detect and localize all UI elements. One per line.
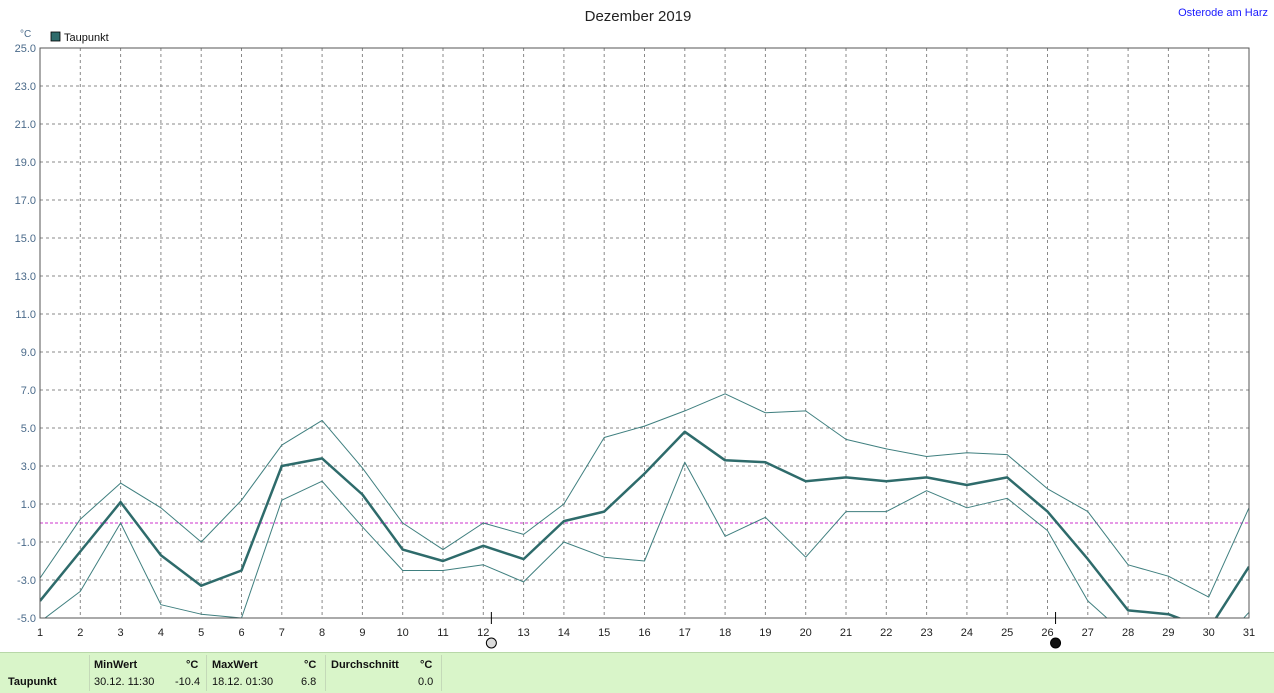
series-line-min [44, 461, 1249, 618]
y-tick-label: 19.0 [15, 157, 36, 169]
legend-label: Taupunkt [64, 32, 109, 44]
y-tick-label: 11.0 [15, 309, 36, 321]
x-tick-label: 16 [638, 627, 650, 639]
x-tick-label: 28 [1122, 627, 1134, 639]
y-tick-label: -1.0 [17, 537, 36, 549]
x-tick-label: 8 [319, 627, 325, 639]
avg-unit: °C [420, 659, 433, 671]
y-tick-labels: 25.0 23.0 21.0 19.0 17.0 15.0 13.0 11.0 9.0 7.0 5.… [15, 43, 36, 625]
y-tick-label: 15.0 [15, 233, 36, 245]
plot-frame [39, 47, 1250, 619]
x-tick-label: 14 [558, 627, 570, 639]
x-tick-label: 12 [477, 627, 489, 639]
x-tick-label: 15 [598, 627, 610, 639]
x-tick-label: 19 [759, 627, 771, 639]
moon-phase-markers [485, 612, 1062, 649]
x-tick-label: 3 [118, 627, 124, 639]
x-tick-label: 23 [920, 627, 932, 639]
x-tick-label: 31 [1243, 627, 1255, 639]
legend-swatch [50, 31, 61, 42]
x-tick-label: 29 [1162, 627, 1174, 639]
x-tick-label: 17 [679, 627, 691, 639]
min-header: MinWert [94, 659, 138, 671]
y-tick-label: 7.0 [21, 385, 36, 397]
statistics-bar: Taupunkt MinWert °C 30.12. 11:30 -10.4 M… [0, 652, 1274, 693]
min-unit: °C [186, 659, 199, 671]
max-datetime: 18.12. 01:30 [212, 676, 274, 688]
y-tick-label: 25.0 [15, 43, 36, 55]
new-moon-icon [1050, 637, 1062, 649]
y-tick-label: 21.0 [15, 119, 36, 131]
series-line-mean [40, 430, 1249, 618]
x-tick-label: 27 [1082, 627, 1094, 639]
y-tick-label: 13.0 [15, 271, 36, 283]
max-header: MaxWert [212, 659, 258, 671]
min-datetime: 30.12. 11:30 [94, 676, 155, 688]
x-tick-label: 21 [840, 627, 852, 639]
series-lines [40, 393, 1249, 618]
x-tick-label: 5 [198, 627, 204, 639]
x-tick-label: 11 [437, 627, 448, 639]
min-value: -10.4 [175, 676, 201, 688]
x-tick-label: 25 [1001, 627, 1013, 639]
avg-header: Durchschnitt [331, 659, 399, 671]
y-tick-label: 3.0 [21, 461, 36, 473]
y-tick-label: -3.0 [17, 575, 36, 587]
stats-row-label: Taupunkt [8, 676, 57, 688]
x-tick-label: 6 [238, 627, 244, 639]
x-tick-label: 1 [37, 627, 43, 639]
x-tick-label: 18 [719, 627, 731, 639]
full-moon-icon [485, 637, 497, 649]
y-tick-label: 5.0 [21, 423, 36, 435]
x-tick-label: 20 [800, 627, 812, 639]
max-unit: °C [304, 659, 317, 671]
x-tick-labels: 1 2 3 4 5 6 7 8 9 10 11 12 13 14 15 16 17 18 19 20 21 22 23 24 2… [37, 627, 1255, 639]
x-tick-label: 24 [961, 627, 973, 639]
x-tick-label: 30 [1203, 627, 1215, 639]
dewpoint-chart: Dezember 2019 Osterode am Harz °C Taupun… [15, 7, 1268, 649]
chart-title: Dezember 2019 [585, 8, 692, 25]
x-tick-label: 22 [880, 627, 892, 639]
x-tick-label: 13 [517, 627, 529, 639]
max-value: 6.8 [301, 676, 317, 688]
y-tick-label: 9.0 [21, 347, 36, 359]
y-tick-label: -5.0 [17, 613, 36, 625]
y-axis-unit: °C [20, 29, 31, 40]
x-tick-label: 26 [1041, 627, 1053, 639]
y-tick-label: 17.0 [15, 195, 36, 207]
y-tick-label: 23.0 [15, 81, 36, 93]
x-tick-label: 7 [279, 627, 285, 639]
y-tick-label: 1.0 [21, 499, 36, 511]
grid [39, 47, 1250, 619]
location-label[interactable]: Osterode am Harz [1178, 7, 1268, 19]
x-tick-label: 4 [158, 627, 164, 639]
x-tick-label: 9 [359, 627, 365, 639]
x-tick-label: 2 [77, 627, 83, 639]
x-tick-label: 10 [397, 627, 409, 639]
avg-value: 0.0 [418, 676, 434, 688]
series-line-max [40, 393, 1249, 598]
